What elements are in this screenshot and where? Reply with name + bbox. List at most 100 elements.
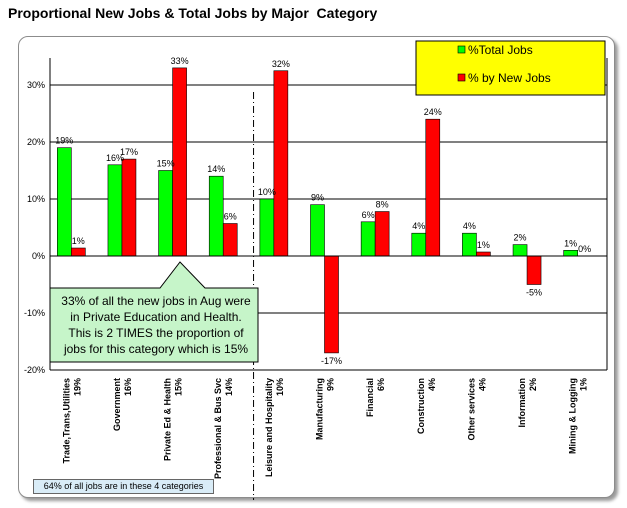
total-jobs-bar: [310, 204, 325, 257]
total-jobs-bar: [57, 147, 72, 257]
new-jobs-bar: [273, 70, 289, 257]
new-jobs-bar: [374, 211, 390, 257]
category-share: 4%: [477, 378, 487, 391]
legend-label: %Total Jobs: [468, 43, 533, 57]
callout-box: [49, 261, 259, 363]
legend-swatch-new: [457, 73, 466, 82]
legend-swatch-total: [457, 45, 466, 54]
total-jobs-bar: [158, 170, 173, 257]
category-name: Private Ed & Health: [163, 378, 173, 461]
total-jobs-bar: [107, 164, 123, 257]
category-share: 2%: [528, 378, 538, 391]
callout: [49, 261, 259, 363]
chart-frame: [18, 36, 615, 498]
y-tick-label: -20%: [24, 365, 45, 375]
category-name: Leisure and Hospitality: [264, 378, 274, 477]
data-labels: 19% 16% 15% 14% 10% 9% 6% 4% 4% 2% 1% 1% 17% 33% 6% 32%…: [55, 56, 591, 366]
category-share: 16%: [123, 378, 133, 396]
total-jobs-bar: [259, 198, 275, 257]
category-name: Financial: [365, 378, 375, 417]
bar-value-label: 4%: [412, 221, 425, 231]
bar-value-label: 10%: [258, 187, 276, 197]
bar-value-label: 6%: [224, 212, 237, 222]
bar-value-label: 33%: [171, 56, 189, 66]
callout-line: in Private Education and Health.: [70, 310, 242, 324]
y-tick-label: -10%: [24, 308, 45, 318]
bar-value-label: 17%: [120, 147, 138, 157]
footnote-box: 64% of all jobs are in these 4 categorie…: [33, 479, 214, 494]
bar-value-label: 1%: [564, 238, 577, 248]
callout-text: 33% of all the new jobs in Aug were in P…: [56, 293, 256, 357]
y-tick-label: 30%: [27, 80, 45, 90]
bar-value-label: 14%: [207, 164, 225, 174]
total-jobs-bar: [563, 250, 578, 257]
category-share: 1%: [579, 378, 589, 391]
bar-value-label: 4%: [463, 221, 476, 231]
category-label: Manufacturing9%: [315, 378, 336, 440]
new-jobs-bar: [71, 247, 86, 257]
new-jobs-bar: [121, 158, 137, 257]
bar-value-label: 16%: [106, 153, 124, 163]
new-jobs-bar: [425, 118, 441, 257]
bar-value-label: 15%: [157, 159, 175, 169]
bar-value-label: 9%: [311, 193, 324, 203]
bar-value-label: 32%: [272, 59, 290, 69]
category-label: Financial6%: [365, 378, 386, 417]
y-tick-label: 0%: [32, 251, 45, 261]
callout-line: 33% of all the new jobs in Aug were: [61, 294, 251, 308]
bar-value-label: 6%: [362, 210, 375, 220]
bar-value-label: 0%: [578, 244, 591, 254]
new-jobs-bar: [324, 255, 339, 354]
callout-line: jobs for this category which is 15%: [63, 342, 249, 356]
category-name: Mining & Logging: [568, 378, 578, 454]
category-name: Information: [517, 378, 527, 428]
bar-value-label: -5%: [526, 288, 542, 298]
category-share: 10%: [275, 378, 285, 396]
category-labels: Trade,Trans,Utilities19% Government16% Pri…: [61, 378, 588, 479]
category-share: 4%: [427, 378, 437, 391]
legend: %Total Jobs % by New Jobs: [415, 40, 606, 96]
category-name: Professional & Bus Svc: [213, 378, 223, 479]
chart-title: Proportional New Jobs & Total Jobs by Ma…: [8, 5, 378, 21]
category-name: Trade,Trans,Utilities: [61, 378, 71, 464]
bar-value-label: 24%: [424, 107, 442, 117]
category-label: Construction4%: [416, 378, 437, 434]
new-jobs-bar: [222, 223, 238, 257]
category-name: Construction: [416, 378, 426, 434]
bar-value-label: 2%: [514, 233, 527, 243]
category-share: 14%: [224, 378, 234, 396]
axis-ticks: 30% 20% 10% 0% -10% -20%: [24, 80, 45, 375]
category-name: Manufacturing: [315, 378, 325, 440]
category-label: Mining & Logging1%: [568, 378, 589, 454]
callout-line: This is 2 TIMES the proportion of: [68, 326, 244, 340]
bar-value-label: 19%: [55, 136, 73, 146]
category-share: 6%: [376, 378, 386, 391]
bar-value-label: -17%: [321, 356, 342, 366]
bar-value-label: 8%: [376, 200, 389, 210]
category-label: Other services4%: [466, 378, 487, 441]
bar-value-label: 1%: [477, 240, 490, 250]
category-label: Information2%: [517, 378, 538, 428]
category-label: Trade,Trans,Utilities19%: [61, 378, 82, 464]
total-jobs-bar: [208, 175, 224, 257]
y-tick-label: 20%: [27, 137, 45, 147]
category-share: 19%: [72, 378, 82, 396]
new-jobs-bar: [476, 251, 491, 257]
bar-value-label: 1%: [72, 236, 85, 246]
total-jobs-bar: [360, 221, 376, 257]
bars: [50, 67, 607, 354]
total-jobs-bar: [512, 244, 528, 257]
new-jobs-bar: [526, 255, 542, 285]
new-jobs-bar: [172, 67, 187, 257]
category-share: 9%: [326, 378, 336, 391]
category-label: Leisure and Hospitality10%: [264, 378, 285, 477]
y-tick-label: 10%: [27, 194, 45, 204]
total-jobs-bar: [411, 232, 427, 257]
category-name: Government: [112, 378, 122, 431]
category-label: Private Ed & Health15%: [163, 378, 184, 461]
legend-box: [415, 40, 606, 96]
category-share: 15%: [174, 378, 184, 396]
category-name: Other services: [466, 378, 476, 441]
category-label: Government16%: [112, 378, 133, 431]
